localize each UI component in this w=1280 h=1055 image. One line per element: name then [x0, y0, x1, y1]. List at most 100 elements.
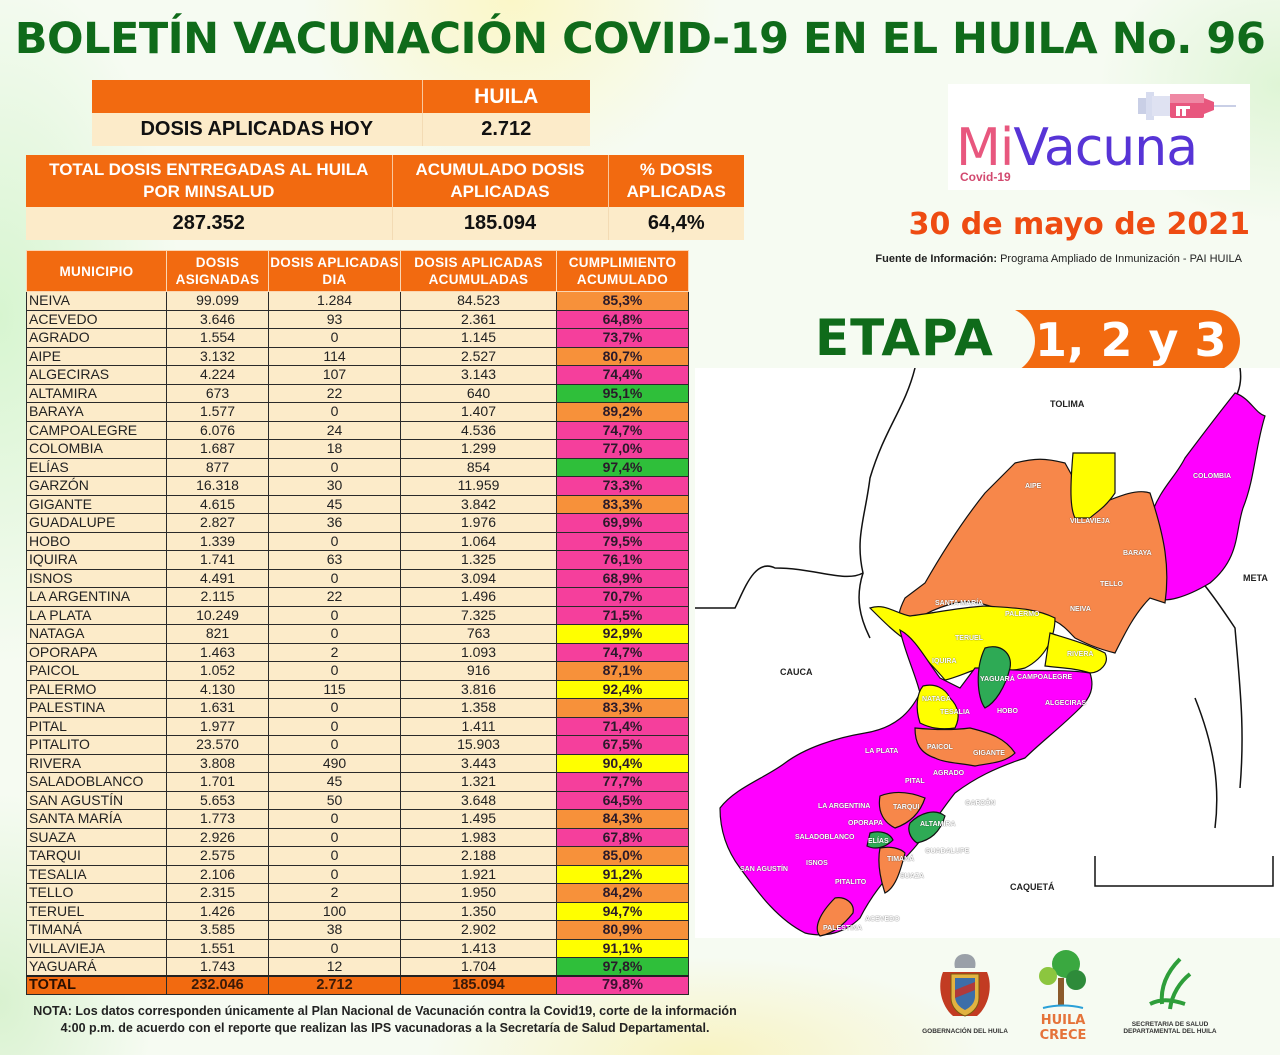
table-row: TESALIA 2.106 0 1.921 91,2% — [26, 864, 689, 884]
map-label-municipality: AIPE — [1025, 483, 1042, 490]
cell-aplicadas-dia: 0 — [268, 698, 401, 718]
cell-acumuladas: 1.921 — [400, 864, 557, 884]
cell-municipio: LA ARGENTINA — [26, 587, 167, 607]
col-acumuladas: DOSIS APLICADAS ACUMULADAS — [400, 250, 557, 292]
total-label: TOTAL — [26, 975, 167, 995]
cell-acumuladas: 1.064 — [400, 531, 557, 551]
cell-cumplimiento: 97,4% — [556, 457, 689, 477]
table-row: IQUIRA 1.741 63 1.325 76,1% — [26, 550, 689, 570]
cell-acumuladas: 1.495 — [400, 809, 557, 829]
cell-cumplimiento: 95,1% — [556, 383, 689, 403]
footnote-line-2: 4:00 p.m. de acuerdo con el reporte que … — [60, 1021, 710, 1035]
cell-asignadas: 1.687 — [166, 439, 269, 459]
coat-of-arms-icon — [940, 954, 990, 1017]
cell-asignadas: 1.554 — [166, 328, 269, 348]
cell-municipio: VILLAVIEJA — [26, 938, 167, 958]
cell-asignadas: 1.339 — [166, 531, 269, 551]
cell-acumuladas: 1.299 — [400, 439, 557, 459]
source-info: Fuente de Información: Programa Ampliado… — [780, 253, 1242, 265]
cell-aplicadas-dia: 0 — [268, 938, 401, 958]
table-row: ELÍAS 877 0 854 97,4% — [26, 457, 689, 477]
neighbor-meta: META — [1243, 573, 1268, 583]
cell-asignadas: 2.115 — [166, 587, 269, 607]
cell-aplicadas-dia: 2 — [268, 642, 401, 662]
summary-acumulado-value: 185.094 — [392, 207, 609, 240]
etapa-label: ETAPA — [815, 309, 994, 367]
cell-aplicadas-dia: 0 — [268, 846, 401, 866]
cell-acumuladas: 2.361 — [400, 309, 557, 329]
report-date: 30 de mayo de 2021 — [908, 207, 1250, 242]
huila-map: TOLIMA META CAUCA CAQUETÁ COLOMBIA AIPE VI… — [695, 368, 1280, 938]
cell-acumuladas: 916 — [400, 661, 557, 681]
cell-cumplimiento: 91,2% — [556, 864, 689, 884]
cell-acumuladas: 1.325 — [400, 550, 557, 570]
table-row: LA PLATA 10.249 0 7.325 71,5% — [26, 605, 689, 625]
cell-cumplimiento: 69,9% — [556, 513, 689, 533]
cell-aplicadas-dia: 0 — [268, 735, 401, 755]
cell-asignadas: 1.743 — [166, 957, 269, 977]
cell-cumplimiento: 83,3% — [556, 494, 689, 514]
cell-municipio: TARQUI — [26, 846, 167, 866]
cell-aplicadas-dia: 0 — [268, 605, 401, 625]
cell-acumuladas: 1.496 — [400, 587, 557, 607]
table-row: ALTAMIRA 673 22 640 95,1% — [26, 383, 689, 403]
cell-cumplimiento: 67,5% — [556, 735, 689, 755]
cell-municipio: OPORAPA — [26, 642, 167, 662]
map-label-municipality: ALGECIRAS — [1045, 700, 1087, 707]
logo-vacuna: Vacuna — [1013, 118, 1198, 178]
table-row: OPORAPA 1.463 2 1.093 74,7% — [26, 642, 689, 662]
table-row: SUAZA 2.926 0 1.983 67,8% — [26, 827, 689, 847]
cell-municipio: IQUIRA — [26, 550, 167, 570]
cell-cumplimiento: 89,2% — [556, 402, 689, 422]
cell-aplicadas-dia: 36 — [268, 513, 401, 533]
cell-aplicadas-dia: 22 — [268, 587, 401, 607]
cell-acumuladas: 1.321 — [400, 772, 557, 792]
source-label: Fuente de Información: — [875, 253, 998, 265]
summary-porcentaje-value: 64,4% — [608, 207, 744, 240]
cell-asignadas: 3.646 — [166, 309, 269, 329]
cell-asignadas: 2.575 — [166, 846, 269, 866]
map-label-municipality: PAICOL — [927, 744, 953, 751]
mivacuna-wordmark: MiVacuna — [956, 118, 1198, 178]
cell-aplicadas-dia: 115 — [268, 679, 401, 699]
map-label-municipality: COLOMBIA — [1193, 473, 1232, 480]
table-row: PALESTINA 1.631 0 1.358 83,3% — [26, 698, 689, 718]
syringe-icon — [1138, 92, 1236, 120]
map-label-municipality: TELLO — [1100, 581, 1123, 588]
cell-acumuladas: 854 — [400, 457, 557, 477]
map-label-municipality: NEIVA — [1070, 606, 1091, 613]
cell-acumuladas: 640 — [400, 383, 557, 403]
cell-aplicadas-dia: 50 — [268, 790, 401, 810]
total-asignadas: 232.046 — [166, 975, 269, 995]
cell-cumplimiento: 64,5% — [556, 790, 689, 810]
map-label-municipality: ELÍAS — [868, 838, 889, 845]
map-label-municipality: ISNOS — [806, 860, 828, 867]
map-label-municipality: NATAGA — [922, 696, 951, 703]
cell-asignadas: 1.426 — [166, 901, 269, 921]
secretaria-icon — [1149, 957, 1192, 1010]
cell-asignadas: 1.052 — [166, 661, 269, 681]
neighbor-cauca: CAUCA — [780, 667, 813, 677]
cell-asignadas: 673 — [166, 383, 269, 403]
table-row: ALGECIRAS 4.224 107 3.143 74,4% — [26, 365, 689, 385]
cell-cumplimiento: 97,8% — [556, 957, 689, 977]
etapa-value: 1, 2 y 3 — [1035, 313, 1227, 367]
cell-cumplimiento: 68,9% — [556, 568, 689, 588]
svg-text:HUILA: HUILA — [1040, 1013, 1085, 1028]
cell-municipio: NEIVA — [26, 291, 167, 311]
table-row: NEIVA 99.099 1.284 84.523 85,3% — [26, 291, 689, 311]
cell-cumplimiento: 87,1% — [556, 661, 689, 681]
etapa-banner: ETAPA 1, 2 y 3 — [815, 307, 1240, 375]
cell-municipio: PAICOL — [26, 661, 167, 681]
table-row: NATAGA 821 0 763 92,9% — [26, 624, 689, 644]
cell-municipio: PALERMO — [26, 679, 167, 699]
table-row: TELLO 2.315 2 1.950 84,2% — [26, 883, 689, 903]
cell-aplicadas-dia: 1.284 — [268, 291, 401, 311]
map-label-municipality: OPORAPA — [848, 820, 883, 827]
total-cumplimiento: 79,8% — [556, 975, 689, 995]
map-label-municipality: AGRADO — [933, 770, 965, 777]
cell-aplicadas-dia: 490 — [268, 753, 401, 773]
cell-cumplimiento: 74,4% — [556, 365, 689, 385]
map-label-municipality: BARAYA — [1123, 550, 1152, 557]
table-row: YAGUARÁ 1.743 12 1.704 97,8% — [26, 957, 689, 977]
